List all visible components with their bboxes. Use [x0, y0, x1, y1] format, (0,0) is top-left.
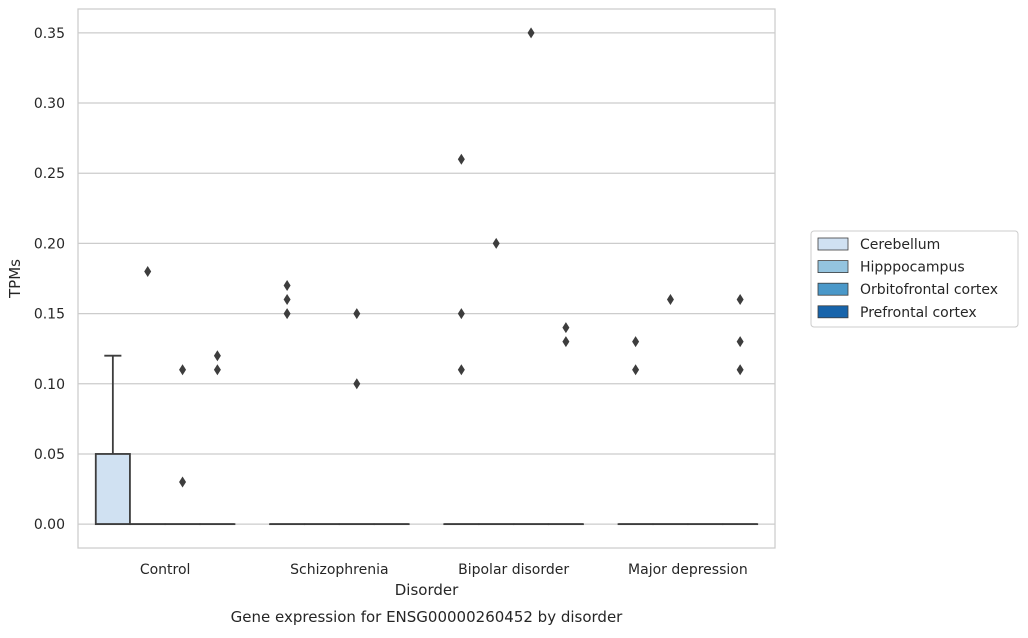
outlier-point — [214, 364, 221, 375]
grid-lines — [78, 33, 775, 524]
x-tick-label: Major depression — [628, 562, 748, 578]
outlier-point — [562, 322, 569, 333]
outlier-point — [214, 350, 221, 361]
box-group — [165, 364, 199, 524]
legend-swatch — [818, 238, 848, 250]
box-group — [444, 154, 478, 524]
box-group — [340, 308, 374, 524]
y-tick-label: 0.35 — [34, 26, 65, 42]
outlier-point — [458, 364, 465, 375]
legend-label: Prefrontal cortex — [860, 305, 977, 321]
x-tick-labels: Control Schizophrenia Bipolar disorder Majo… — [140, 562, 748, 578]
outlier-point — [562, 336, 569, 347]
box-group — [653, 294, 687, 524]
legend-swatch — [818, 283, 848, 295]
y-tick-label: 0.00 — [34, 517, 65, 533]
legend-swatch — [818, 306, 848, 318]
y-tick-label: 0.10 — [34, 377, 65, 393]
outlier-point — [144, 266, 151, 277]
legend: Cerebellum Hipppocampus Orbitofrontal cort… — [811, 231, 1018, 327]
outlier-point — [284, 308, 291, 319]
x-tick-label: Bipolar disorder — [458, 562, 569, 578]
outlier-point — [667, 294, 674, 305]
x-tick-label: Schizophrenia — [290, 562, 388, 578]
outlier-point — [458, 154, 465, 165]
y-tick-label: 0.20 — [34, 236, 65, 252]
outlier-point — [353, 378, 360, 389]
box-group — [549, 322, 583, 524]
box-group — [270, 280, 304, 524]
outlier-point — [353, 308, 360, 319]
y-tick-label: 0.25 — [34, 166, 65, 182]
outlier-point — [632, 364, 639, 375]
legend-label: Cerebellum — [860, 237, 940, 253]
outlier-point — [179, 477, 186, 488]
box-group — [479, 238, 513, 524]
box-group — [723, 294, 757, 524]
chart-caption: Gene expression for ENSG00000260452 by d… — [231, 608, 624, 626]
legend-label: Orbitofrontal cortex — [860, 282, 998, 298]
box-iqr — [96, 454, 130, 524]
plot-area-frame — [78, 9, 775, 548]
outlier-point — [632, 336, 639, 347]
x-axis-label: Disorder — [395, 581, 459, 599]
legend-swatch — [818, 261, 848, 273]
x-tick-label: Control — [140, 562, 191, 578]
box-group — [131, 266, 165, 524]
legend-label: Hipppocampus — [860, 260, 965, 276]
outlier-point — [284, 280, 291, 291]
box-group — [200, 350, 234, 524]
outlier-point — [737, 364, 744, 375]
outlier-point — [179, 364, 186, 375]
box-group — [514, 27, 548, 524]
outlier-point — [528, 27, 535, 38]
box-group — [619, 336, 653, 524]
outlier-point — [737, 336, 744, 347]
box-plot-marks — [96, 27, 757, 524]
y-tick-labels: 0.00 0.05 0.10 0.15 0.20 0.25 0.30 0.35 — [34, 26, 65, 533]
outlier-point — [493, 238, 500, 249]
y-axis-label: TPMs — [6, 259, 24, 299]
outlier-point — [284, 294, 291, 305]
y-tick-label: 0.30 — [34, 96, 65, 112]
outlier-point — [458, 308, 465, 319]
outlier-point — [737, 294, 744, 305]
y-tick-label: 0.15 — [34, 307, 65, 323]
box-group — [96, 356, 130, 524]
y-tick-label: 0.05 — [34, 447, 65, 463]
